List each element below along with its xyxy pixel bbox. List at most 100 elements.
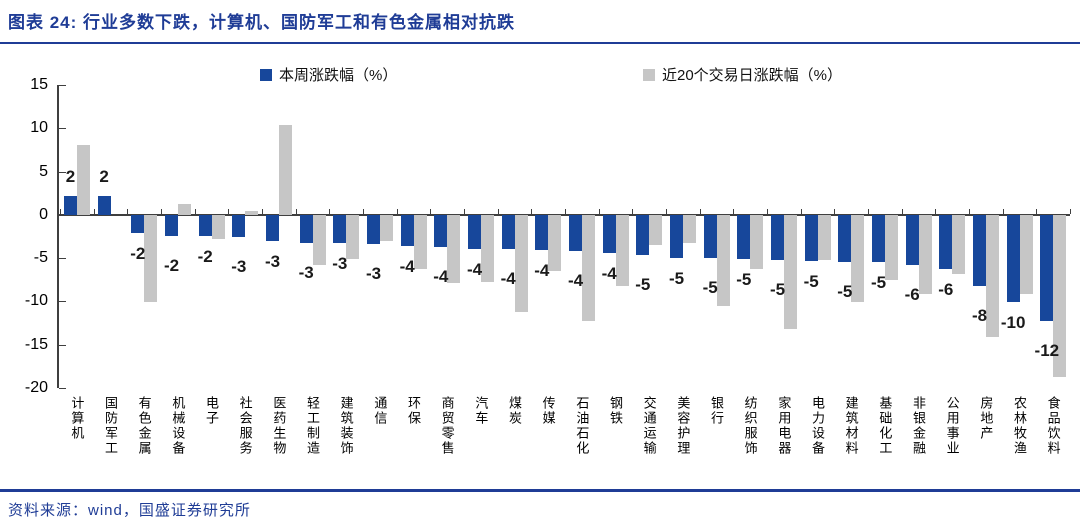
bar-data-label: -4 <box>500 269 516 289</box>
x-category-label: 建筑材料 <box>834 396 868 456</box>
bar-month <box>144 214 158 303</box>
bar-data-label: -3 <box>264 251 281 271</box>
x-category-label-text: 机械设备 <box>170 396 186 456</box>
x-category-label-text: 纺织服饰 <box>742 396 758 456</box>
bar-week <box>771 214 784 260</box>
x-category-label: 钢铁 <box>599 396 633 426</box>
x-axis-tick <box>93 208 95 214</box>
bar-data-label: -3 <box>332 254 348 274</box>
bar-data-label: -6 <box>904 285 920 305</box>
bar-month <box>784 214 797 330</box>
x-axis-tick <box>161 208 162 214</box>
x-category-label: 非银金融 <box>902 396 936 456</box>
y-axis-tick-label: -5 <box>33 249 48 267</box>
figure-title: 图表 24: 行业多数下跌，计算机、国防军工和有色金属相对抗跌 <box>8 13 516 32</box>
bar-data-label: -2 <box>197 246 213 266</box>
x-category-label-text: 食品饮料 <box>1045 396 1061 456</box>
bar-week <box>636 214 650 255</box>
bar-data-label: -3 <box>365 264 382 284</box>
x-category-label-text: 环保 <box>405 396 421 426</box>
bar-data-label: 2 <box>65 166 76 186</box>
x-category-label: 家用电器 <box>767 396 801 456</box>
bar-month <box>413 214 427 270</box>
x-axis-tick <box>733 208 735 214</box>
x-axis-tick <box>1070 208 1071 214</box>
bar-data-label: -4 <box>534 261 550 281</box>
x-category-label-text: 社会服务 <box>237 396 253 456</box>
bar-month <box>851 214 865 303</box>
x-category-label: 房地产 <box>969 396 1003 441</box>
bar-data-label: -4 <box>466 259 483 279</box>
x-category-label-text: 基础化工 <box>877 396 893 456</box>
x-axis-tick <box>228 208 230 214</box>
bar-week <box>905 214 919 266</box>
bar-week <box>97 195 111 215</box>
x-category-label-text: 钢铁 <box>607 396 623 426</box>
x-axis-tick <box>464 208 465 214</box>
bar-week <box>367 214 380 245</box>
x-category-label-text: 房地产 <box>978 396 994 441</box>
bar-data-label: -5 <box>870 272 887 292</box>
x-axis-tick <box>1002 208 1004 214</box>
bar-week <box>434 214 448 247</box>
bar-week <box>64 195 77 215</box>
x-axis-tick <box>632 208 634 214</box>
x-category-label: 计算机 <box>60 396 94 441</box>
legend-swatch-month-icon <box>643 68 655 81</box>
x-category-label-text: 传媒 <box>540 396 556 426</box>
x-category-label-text: 石油石化 <box>574 396 590 456</box>
bar-data-label: -2 <box>130 244 146 264</box>
source-note: 资料来源：wind，国盛证券研究所 <box>8 502 251 519</box>
x-category-label-text: 银行 <box>708 396 724 426</box>
y-axis-tick-label: 10 <box>30 119 48 137</box>
bar-week <box>198 214 212 236</box>
x-category-label-text: 非银金融 <box>910 396 926 456</box>
x-category-label: 医药生物 <box>262 396 296 456</box>
bar-data-label: 2 <box>99 166 109 186</box>
x-axis-tick <box>834 208 836 214</box>
bar-month <box>986 214 999 337</box>
bar-week <box>165 214 178 236</box>
bar-week <box>838 214 852 262</box>
bar-data-label: -5 <box>736 270 752 289</box>
y-axis-tick-label: -20 <box>24 379 48 396</box>
x-category-label: 美容护理 <box>666 396 700 456</box>
x-category-label-text: 汽车 <box>473 396 489 426</box>
x-category-label: 传媒 <box>531 396 565 426</box>
x-category-label: 公用事业 <box>935 396 969 456</box>
bar-week <box>1040 214 1054 322</box>
x-category-label-text: 美容护理 <box>675 396 691 456</box>
x-category-label-text: 家用电器 <box>776 396 792 456</box>
x-category-label: 国防军工 <box>94 396 128 456</box>
bar-week <box>299 214 313 243</box>
x-category-label: 机械设备 <box>161 396 195 456</box>
bar-month <box>77 144 90 215</box>
x-axis-tick <box>60 208 61 214</box>
bar-week <box>804 214 818 261</box>
x-category-label: 银行 <box>700 396 734 426</box>
bar-week <box>737 214 751 259</box>
y-axis-tick-label: 0 <box>39 205 48 223</box>
bar-month <box>683 214 696 244</box>
x-category-label: 煤炭 <box>498 396 532 426</box>
bar-week <box>535 214 549 251</box>
bar-month <box>380 214 393 241</box>
bar-week <box>232 214 246 238</box>
bar-data-label: -10 <box>1000 313 1026 333</box>
x-axis-tick <box>935 208 937 214</box>
x-axis-tick <box>194 208 196 214</box>
bar-month <box>952 214 966 274</box>
y-axis-tick <box>59 344 66 346</box>
y-axis-tick-label: 15 <box>30 76 48 93</box>
x-axis-tick <box>699 208 701 214</box>
bar-data-label: -5 <box>837 281 853 301</box>
bar-data-label: -12 <box>1034 341 1060 361</box>
y-axis-tick <box>59 301 66 303</box>
title-divider <box>0 42 1080 44</box>
x-category-label-text: 建筑装饰 <box>338 396 354 456</box>
x-category-label: 电力设备 <box>801 396 835 456</box>
x-category-label-text: 有色金属 <box>136 396 152 456</box>
x-axis-tick <box>767 208 768 214</box>
bar-week <box>333 214 347 244</box>
